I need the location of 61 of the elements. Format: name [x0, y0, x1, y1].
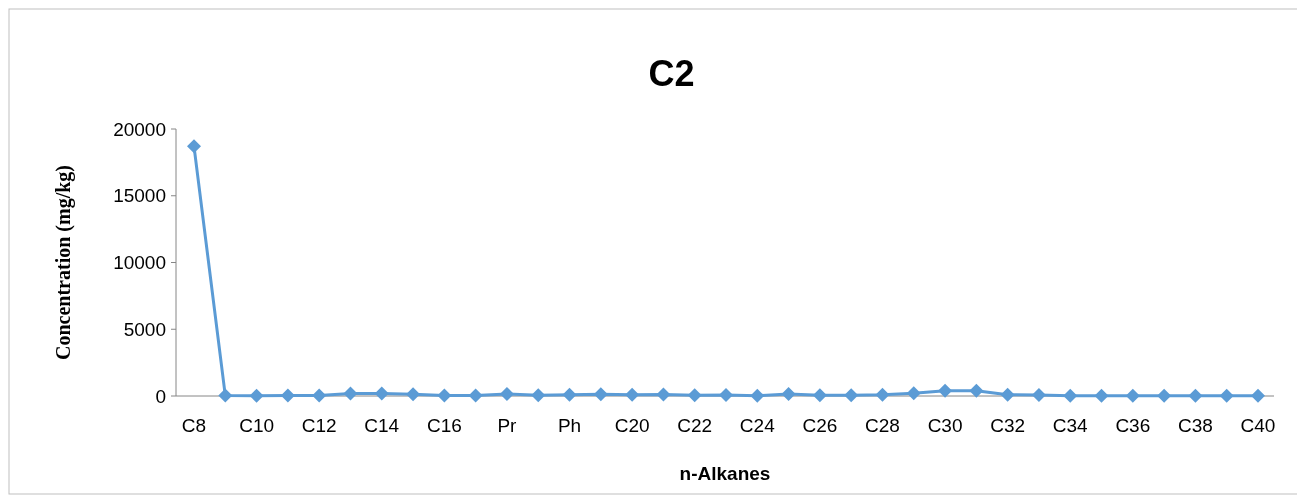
x-tick-label: Pr: [497, 415, 518, 436]
x-tick-label: Ph: [557, 415, 582, 436]
x-tick-label: C32: [990, 415, 1026, 436]
x-axis-title: n-Alkanes: [679, 463, 771, 484]
x-tick-label: C36: [1115, 415, 1151, 436]
point: [875, 387, 890, 402]
x-tick-label: C20: [614, 415, 650, 436]
point: [437, 388, 452, 403]
point: [1031, 387, 1046, 402]
point: [218, 388, 233, 403]
point: [656, 387, 671, 402]
x-tick-label: C16: [426, 415, 462, 436]
point: [906, 386, 921, 401]
point: [812, 388, 827, 403]
x-tick-label: C8: [181, 415, 207, 436]
point: [249, 388, 264, 403]
point: [781, 387, 796, 401]
point: [280, 388, 295, 403]
y-tick-label: 0: [155, 385, 166, 407]
y-axis-title: Concentration (mg/kg): [52, 165, 75, 360]
point: [593, 387, 608, 402]
point: [1125, 388, 1140, 403]
point: [625, 387, 640, 402]
point: [687, 388, 702, 403]
x-tick-label: C22: [677, 415, 713, 436]
point: [1251, 388, 1265, 403]
x-tick-label: C38: [1177, 415, 1213, 436]
y-tick-label: 15000: [113, 185, 166, 207]
x-tick-label: C28: [865, 415, 900, 436]
point: [312, 388, 327, 403]
point: [844, 388, 859, 403]
point: [499, 387, 514, 401]
point: [1157, 388, 1172, 403]
point: [719, 387, 733, 402]
point: [343, 386, 358, 401]
chart-title: C2: [648, 53, 695, 94]
point: [938, 383, 953, 398]
x-tick-label: C10: [239, 415, 275, 436]
x-tick-label: C30: [927, 415, 963, 436]
point: [187, 139, 201, 154]
point: [1000, 387, 1015, 402]
point: [374, 386, 389, 401]
point: [1188, 388, 1203, 403]
y-tick-label: 20000: [113, 118, 166, 140]
x-tick-label: C26: [802, 415, 838, 436]
point: [531, 388, 546, 403]
x-tick-label: C40: [1240, 415, 1276, 436]
y-tick-label: 5000: [123, 318, 166, 340]
y-tick-label: 10000: [113, 252, 166, 274]
x-tick-label: C34: [1052, 415, 1089, 436]
point: [1094, 388, 1109, 403]
point: [562, 387, 577, 402]
x-tick-label: C12: [301, 415, 337, 436]
point: [1219, 388, 1234, 403]
point: [1063, 388, 1078, 403]
point: [750, 388, 765, 403]
x-tick-label: C24: [739, 415, 776, 436]
point: [406, 387, 421, 402]
point: [468, 388, 483, 403]
point: [969, 383, 984, 398]
x-tick-label: C14: [364, 415, 400, 436]
